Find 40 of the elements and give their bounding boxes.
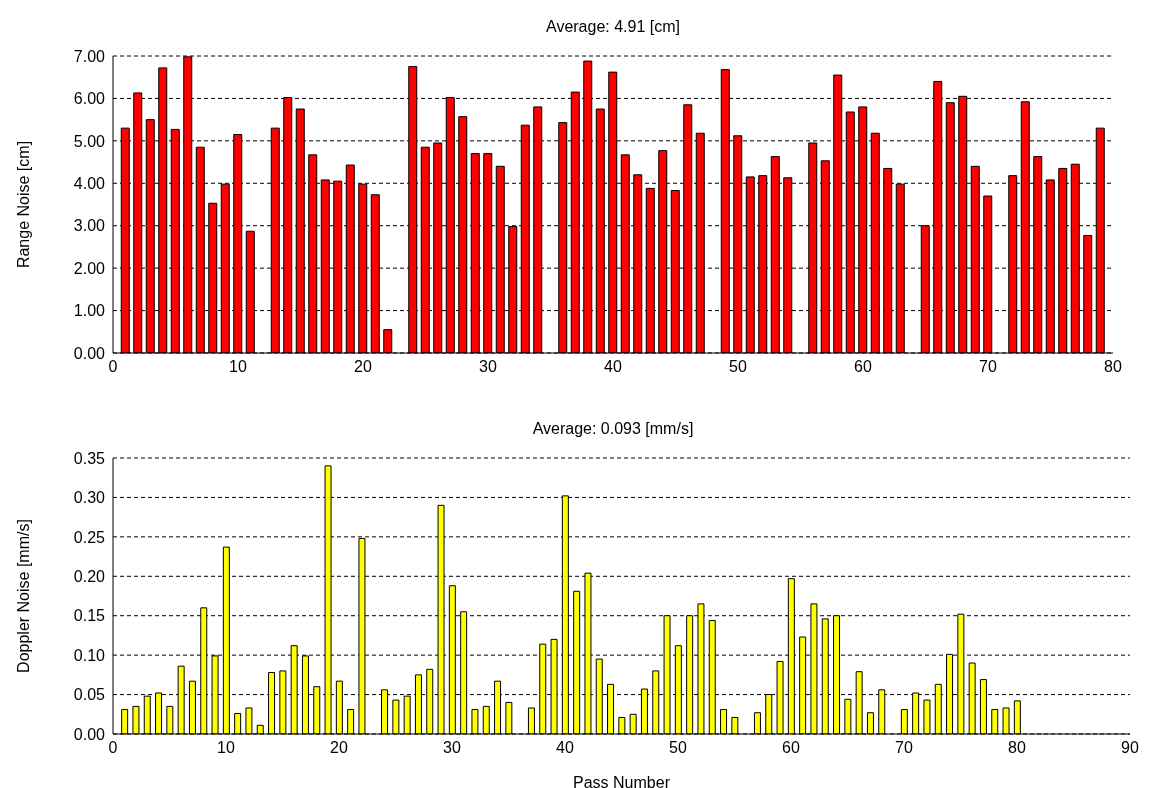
y-tick-label: 4.00 [73,174,106,192]
chart-title: Average: 4.91 [cm] [545,18,681,36]
x-tick-label: 40 [556,739,574,757]
y-tick-label: 0.35 [73,449,106,467]
x-tick-label: 50 [669,739,687,757]
y-tick-label: 2.00 [73,259,106,277]
x-axis-title: Pass Number [573,774,671,788]
y-axis-title: Range Noise [cm] [14,140,32,269]
x-tick-label: 60 [854,358,872,376]
x-tick-label: 90 [1121,739,1139,757]
y-tick-label: 5.00 [73,132,106,150]
y-tick-label: 0.10 [73,646,106,664]
y-tick-label: 0.20 [73,567,106,585]
x-tick-label: 70 [979,358,997,376]
y-tick-label: 3.00 [73,217,106,235]
x-tick-label: 70 [895,739,913,757]
y-tick-label: 7.00 [73,47,106,65]
x-tick-label: 60 [782,739,800,757]
y-tick-label: 0.30 [73,489,106,507]
y-tick-label: 6.00 [73,90,106,108]
y-tick-label: 0.05 [73,686,106,704]
x-tick-label: 10 [229,358,247,376]
x-tick-label: 50 [729,358,747,376]
x-tick-label: 30 [479,358,497,376]
x-tick-label: 30 [443,739,461,757]
y-axis-title: Doppler Noise [mm/s] [14,519,32,673]
y-tick-label: 0.15 [73,607,106,625]
x-tick-label: 80 [1008,739,1026,757]
x-tick-label: 10 [217,739,235,757]
x-tick-label: 20 [354,358,372,376]
y-tick-label: 0.00 [73,725,106,743]
x-tick-label: 80 [1104,358,1122,376]
x-tick-label: 20 [330,739,348,757]
y-tick-label: 0.25 [73,528,106,546]
x-tick-label: 0 [108,358,118,376]
x-tick-label: 0 [108,739,118,757]
chart-title: Average: 0.093 [mm/s] [531,420,695,438]
x-tick-label: 40 [604,358,622,376]
y-tick-label: 0.00 [73,344,106,362]
y-tick-label: 1.00 [73,302,106,320]
